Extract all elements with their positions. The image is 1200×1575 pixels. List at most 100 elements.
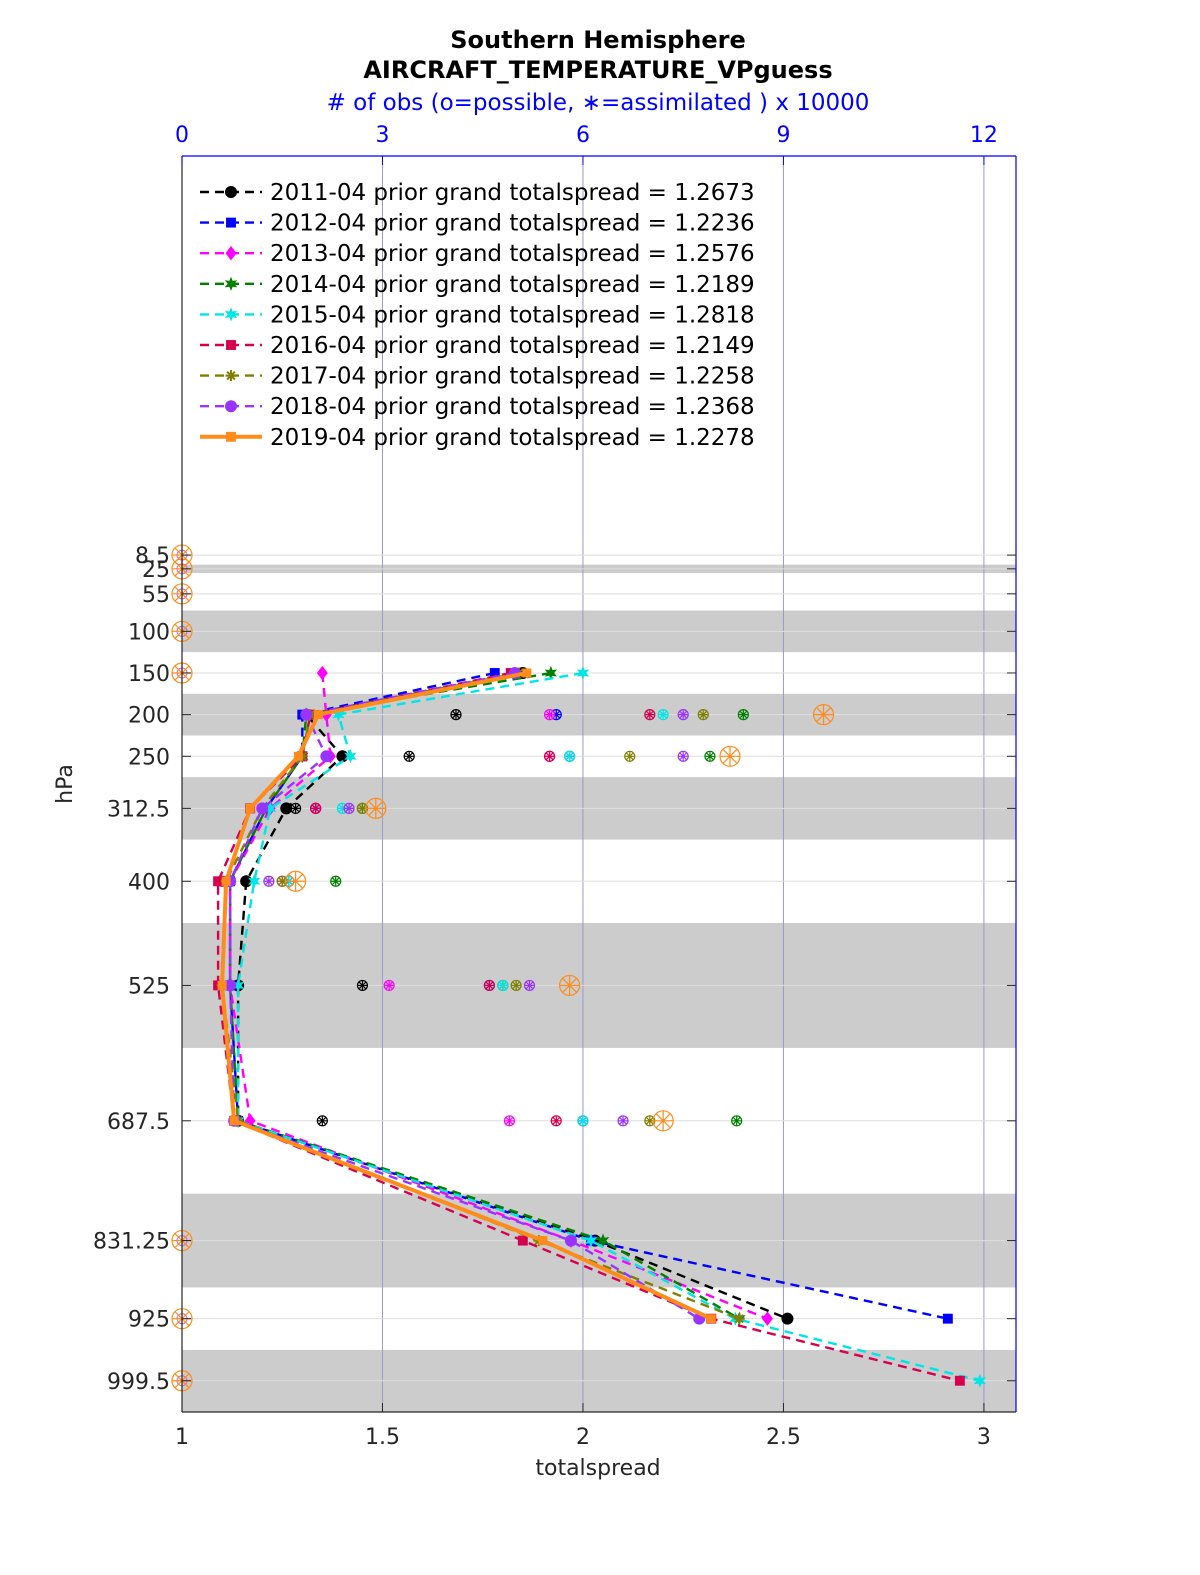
obs-assimilated-s8-3 xyxy=(365,798,386,819)
y-tick-label-6: 250 xyxy=(128,745,170,770)
data-point-s1-0 xyxy=(489,668,500,678)
data-point-s0-3 xyxy=(280,802,293,815)
data-point-s4-1 xyxy=(332,707,345,722)
data-point-s8-8 xyxy=(706,1314,716,1324)
y-tick-label-12: 925 xyxy=(128,1308,170,1333)
data-point-s2-0 xyxy=(316,665,328,681)
legend-marker-2 xyxy=(225,246,237,261)
legend-label-7: 2018-04 prior grand totalspread = 1.2368 xyxy=(270,394,755,420)
obs-assimilated-s0-3 xyxy=(290,803,301,814)
series-line-3 xyxy=(228,671,740,1320)
top-axis-label: # of obs (o=possible, ∗=assimilated ) x … xyxy=(327,90,870,116)
data-point-s8-7 xyxy=(538,1236,548,1246)
data-point-s4-9 xyxy=(973,1373,987,1388)
y-tick-label-13: 999.5 xyxy=(107,1370,170,1395)
obs-assimilated-s2-1 xyxy=(544,709,555,720)
obs-assimilated-s2-5 xyxy=(384,980,395,991)
data-point-s8-0 xyxy=(522,668,532,678)
chart-subtitle: AIRCRAFT_TEMPERATURE_VPguess xyxy=(363,56,832,84)
obs-assimilated-s6-4 xyxy=(277,876,288,887)
top-tick-label-2: 6 xyxy=(576,123,590,148)
obs-assimilated-s8-2 xyxy=(719,746,740,767)
y-axis-label: hPa xyxy=(53,764,78,804)
legend-marker-7 xyxy=(225,400,237,413)
obs-assimilated-s0-5 xyxy=(357,980,368,991)
x-tick-label-0: 1 xyxy=(175,1425,189,1450)
legend-label-1: 2012-04 prior grand totalspread = 1.2236 xyxy=(270,211,755,237)
obs-assimilated-s3-1 xyxy=(738,709,749,720)
data-point-s4-5 xyxy=(231,978,245,993)
y-tick-label-3: 100 xyxy=(128,620,170,645)
legend-label-8: 2019-04 prior grand totalspread = 1.2278 xyxy=(270,425,755,451)
legend-marker-6 xyxy=(225,370,237,382)
data-point-s7-1 xyxy=(300,708,313,721)
data-point-s4-4 xyxy=(248,874,261,889)
obs-assimilated-s7-5 xyxy=(524,980,535,991)
legend-marker-0 xyxy=(225,186,237,198)
obs-assimilated-s8-6 xyxy=(653,1110,674,1131)
data-point-s0-4 xyxy=(240,875,253,888)
legend-label-6: 2017-04 prior grand totalspread = 1.2258 xyxy=(270,364,755,390)
shaded-bands xyxy=(182,564,1016,1412)
obs-assimilated-s8-1 xyxy=(813,704,834,725)
x-tick-label-4: 3 xyxy=(977,1425,991,1450)
obs-assimilated-s7-3 xyxy=(344,803,355,814)
y-tick-label-8: 400 xyxy=(128,870,170,895)
obs-assimilated-s1-1 xyxy=(551,709,562,720)
obs-assimilated-s5-5 xyxy=(484,980,495,991)
obs-assimilated-s4-6 xyxy=(577,1115,588,1126)
data-point-s3-0 xyxy=(544,665,558,681)
obs-assimilated-s6-3 xyxy=(357,803,368,814)
obs-assimilated-s3-4 xyxy=(330,876,341,887)
data-point-s7-3 xyxy=(256,802,269,815)
obs-assimilated-s5-3 xyxy=(310,803,321,814)
legend-marker-4 xyxy=(224,307,238,322)
data-point-s0-8 xyxy=(781,1312,794,1325)
data-point-s8-2 xyxy=(293,751,303,761)
obs-assimilated-s4-5 xyxy=(497,980,508,991)
data-point-s8-1 xyxy=(313,710,323,720)
data-point-s4-0 xyxy=(576,665,590,681)
obs-assimilated-s4-1 xyxy=(658,709,669,720)
obs-assimilated-s0-6 xyxy=(317,1115,328,1126)
y-tick-label-11: 831.25 xyxy=(93,1230,170,1255)
y-tick-label-4: 150 xyxy=(128,662,170,687)
data-point-s2-8 xyxy=(761,1311,773,1326)
obs-assimilated-s6-1 xyxy=(698,709,709,720)
legend-label-4: 2015-04 prior grand totalspread = 1.2818 xyxy=(270,302,755,328)
legend-label-2: 2013-04 prior grand totalspread = 1.2576 xyxy=(270,241,755,267)
obs-assimilated-s5-6 xyxy=(551,1115,562,1126)
y-tick-label-7: 312.5 xyxy=(107,797,170,822)
y-tick-label-10: 687.5 xyxy=(107,1110,170,1135)
obs-assimilated-s6-5 xyxy=(511,980,522,991)
obs-assimilated-s5-2 xyxy=(544,751,555,762)
legend-marker-5 xyxy=(226,340,236,350)
legend-label-3: 2014-04 prior grand totalspread = 1.2189 xyxy=(270,272,755,298)
data-point-s5-4 xyxy=(213,876,224,887)
data-point-s5-7 xyxy=(517,1235,528,1246)
legend-label-5: 2016-04 prior grand totalspread = 1.2149 xyxy=(270,333,755,359)
obs-assimilated-s8-4 xyxy=(285,871,306,892)
y-tick-label-1: 25 xyxy=(142,558,170,583)
legend-marker-8 xyxy=(226,431,236,442)
data-point-s8-4 xyxy=(221,876,231,886)
obs-assimilated-s7-6 xyxy=(618,1115,629,1126)
data-point-s1-8 xyxy=(942,1313,953,1324)
data-point-s4-3 xyxy=(264,801,277,816)
top-tick-label-4: 12 xyxy=(970,123,998,148)
data-point-s4-7 xyxy=(584,1233,598,1248)
obs-assimilated-s7-2 xyxy=(678,751,689,762)
legend-marker-3 xyxy=(224,276,238,291)
obs-assimilated-s0-1 xyxy=(450,709,461,720)
obs-assimilated-s3-2 xyxy=(704,751,715,762)
obs-assimilated-s3-6 xyxy=(731,1115,742,1126)
top-tick-label-0: 0 xyxy=(175,123,189,148)
obs-assimilated-s6-2 xyxy=(624,751,635,762)
top-tick-label-1: 3 xyxy=(375,123,389,148)
x-tick-label-3: 2.5 xyxy=(766,1425,801,1450)
obs-assimilated-s7-1 xyxy=(678,709,689,720)
obs-assimilated-s0-2 xyxy=(404,751,415,762)
data-point-s8-6 xyxy=(229,1116,239,1126)
